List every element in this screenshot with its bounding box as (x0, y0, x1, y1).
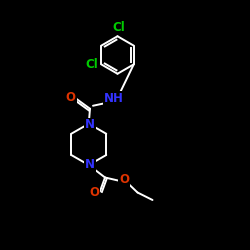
Text: NH: NH (104, 92, 124, 105)
Text: Cl: Cl (86, 58, 98, 71)
Text: N: N (85, 118, 95, 132)
Text: N: N (85, 158, 95, 172)
Text: O: O (90, 186, 100, 199)
Text: O: O (66, 91, 76, 104)
Text: Cl: Cl (112, 21, 125, 34)
Text: O: O (119, 173, 129, 186)
